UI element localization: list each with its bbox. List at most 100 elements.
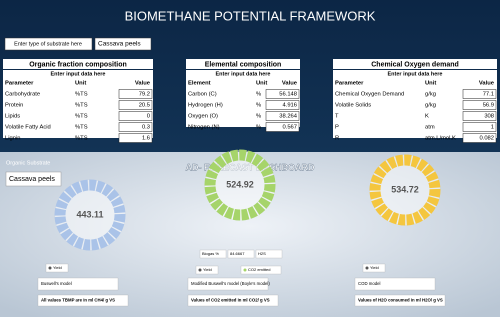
cell: %TS (75, 92, 88, 98)
cell: 308 (484, 114, 494, 120)
cell: Lipids (5, 114, 20, 120)
cell: 0 (147, 114, 150, 120)
model-box (37, 277, 119, 291)
table-subtitle: Enter input data here (50, 71, 105, 77)
cell: Lignin (5, 136, 20, 142)
value-cell[interactable] (118, 89, 153, 99)
donut (204, 149, 276, 221)
cell: % (256, 92, 261, 98)
cell: Oxygen (O) (188, 114, 218, 120)
column-header: Unit (256, 81, 267, 87)
model-label: Modified Buswell's model (Boyle's model) (191, 281, 270, 286)
legend-box (195, 265, 219, 275)
cell: Hydrogen (H) (188, 103, 223, 109)
value-cell[interactable] (265, 89, 300, 99)
table-title-bg (186, 59, 300, 69)
table-title: Organic fraction composition (29, 61, 127, 68)
info-box (255, 249, 283, 259)
value-cell[interactable] (462, 122, 497, 132)
value-cell[interactable] (265, 100, 300, 110)
value-cell[interactable] (462, 133, 497, 143)
donut (54, 179, 126, 251)
legend-label: CO2 emitted (248, 267, 270, 272)
value-cell[interactable] (118, 100, 153, 110)
value-cell[interactable] (462, 89, 497, 99)
cell: %TS (75, 136, 88, 142)
value-cell[interactable] (118, 133, 153, 143)
column-header: Parameter (335, 81, 364, 87)
donut (369, 154, 441, 226)
title: BIOMETHANE POTENTIAL FRAMEWORK (125, 8, 376, 23)
cell: % (256, 103, 261, 109)
substrate-input[interactable] (94, 37, 152, 51)
value-cell[interactable] (118, 122, 153, 132)
substrate-value: Cassava peels (98, 41, 141, 48)
model-label: COD model (358, 281, 380, 286)
cell: atm.L/mol.K (425, 136, 456, 142)
info-box (227, 249, 255, 259)
info-box (199, 249, 227, 259)
cell: 56.148 (279, 92, 297, 98)
cell: % (256, 114, 261, 120)
column-header: Value (135, 81, 151, 87)
column-header: Value (479, 81, 495, 87)
legend-label: Yield (203, 267, 212, 272)
cell: Protein (5, 103, 23, 109)
cell: 1 (491, 125, 494, 131)
legend-label: Yield (370, 265, 379, 270)
value-cell[interactable] (265, 122, 300, 132)
column-header: Value (282, 81, 298, 87)
cell: 20.5 (139, 103, 150, 109)
note: All values TBMP are in ml CH4/ g VS (41, 298, 115, 303)
cell: Nitrogen (N) (188, 125, 220, 131)
table-subtitle: Enter input data here (215, 71, 270, 77)
cell: %TS (75, 103, 88, 109)
cell: 0.567 (282, 125, 297, 131)
note: Values of H2O consumed in ml H2O/ g VS (358, 298, 443, 303)
cell: Volatile Fatty Acid (5, 125, 51, 131)
value-cell[interactable] (462, 100, 497, 110)
model-label: Buswell's model (41, 281, 72, 286)
cell: %TS (75, 125, 88, 131)
prompt-box (4, 37, 93, 51)
legend-box (45, 263, 69, 273)
table-title: Elemental composition (205, 61, 282, 68)
cell: Volatile Solids (335, 103, 371, 109)
legend-dot (198, 268, 202, 272)
substrate-label: Organic Substrate (6, 160, 50, 166)
info-text: 84.6667 (230, 251, 245, 256)
cell: g/kg (425, 92, 436, 98)
legend-label: Yield (53, 265, 62, 270)
cell: %TS (75, 114, 88, 120)
note: Values of CO2 emitted in ml CO2/ g VS (191, 298, 270, 303)
cell: 0.082 (479, 136, 494, 142)
table-title: Chemical Oxygen demand (371, 61, 459, 68)
cell: 77.1 (483, 92, 494, 98)
legend-box (362, 263, 386, 273)
cell: g/kg (425, 103, 436, 109)
cell: K (425, 114, 429, 120)
prompt: Enter type of substrate here (14, 41, 82, 47)
value-cell[interactable] (118, 111, 153, 121)
value-cell[interactable] (265, 111, 300, 121)
note-box (37, 294, 129, 307)
note-box (187, 294, 279, 307)
cell: % (256, 125, 261, 131)
cell: R (335, 136, 339, 142)
cell: T (335, 114, 339, 120)
cell: Carbon (C) (188, 92, 217, 98)
substrate-box (5, 171, 62, 187)
donut-value: 443.11 (76, 209, 103, 219)
column-header: Parameter (5, 81, 34, 87)
column-header: Unit (425, 81, 436, 87)
legend-dot (48, 266, 52, 270)
table-title-bg (333, 59, 497, 69)
table-title-bg (3, 59, 153, 69)
cell: 4.916 (282, 103, 297, 109)
column-header: Element (188, 81, 211, 87)
value-cell[interactable] (462, 111, 497, 121)
legend-dot (365, 266, 369, 270)
donut-value: 524.92 (226, 179, 254, 189)
info-text: H2S (258, 251, 266, 256)
